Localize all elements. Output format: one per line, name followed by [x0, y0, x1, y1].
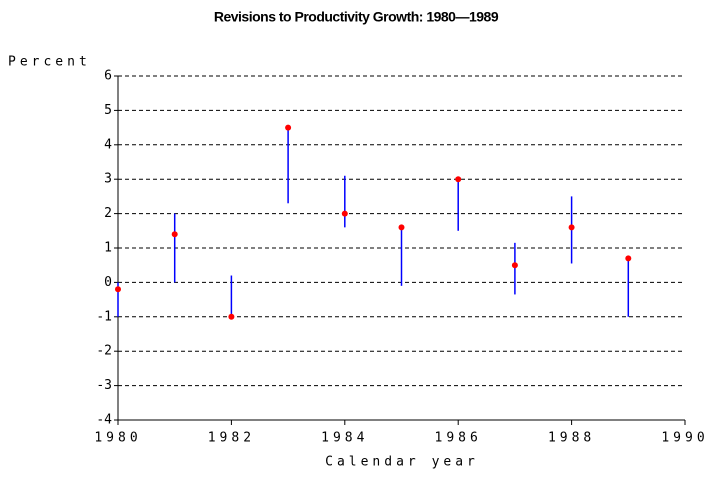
x-tick-label: 1982 [208, 431, 255, 446]
y-tick-label: 0 [104, 275, 112, 290]
data-point [171, 231, 178, 238]
y-tick-label: 3 [104, 172, 112, 187]
y-tick-label: 5 [104, 103, 112, 118]
chart-title: Revisions to Productivity Growth: 1980—1… [214, 9, 499, 25]
y-axis-label: Percent [8, 55, 91, 70]
data-point [115, 286, 121, 293]
y-tick-label: 1 [104, 241, 112, 256]
y-tick-label: 6 [104, 69, 112, 84]
data-point [285, 124, 292, 131]
y-tick-label: -4 [96, 413, 112, 428]
data-point [398, 224, 405, 231]
data-point [455, 176, 462, 183]
x-tick-label: 1980 [94, 431, 141, 446]
y-tick-label: -2 [96, 344, 112, 359]
data-point [625, 255, 632, 262]
y-tick-label: 2 [104, 206, 112, 221]
y-tick-label: -3 [96, 378, 112, 393]
x-tick-label: 1986 [435, 431, 482, 446]
data-point [568, 224, 575, 231]
x-tick-label: 1990 [661, 431, 708, 446]
x-tick-label: 1984 [321, 431, 368, 446]
y-tick-label: -1 [96, 309, 112, 324]
data-point [341, 210, 348, 217]
x-tick-label: 1988 [548, 431, 595, 446]
data-point [511, 262, 518, 269]
data-point [228, 313, 235, 320]
x-axis-label: Calendar year [325, 455, 479, 470]
y-tick-label: 4 [104, 137, 112, 152]
